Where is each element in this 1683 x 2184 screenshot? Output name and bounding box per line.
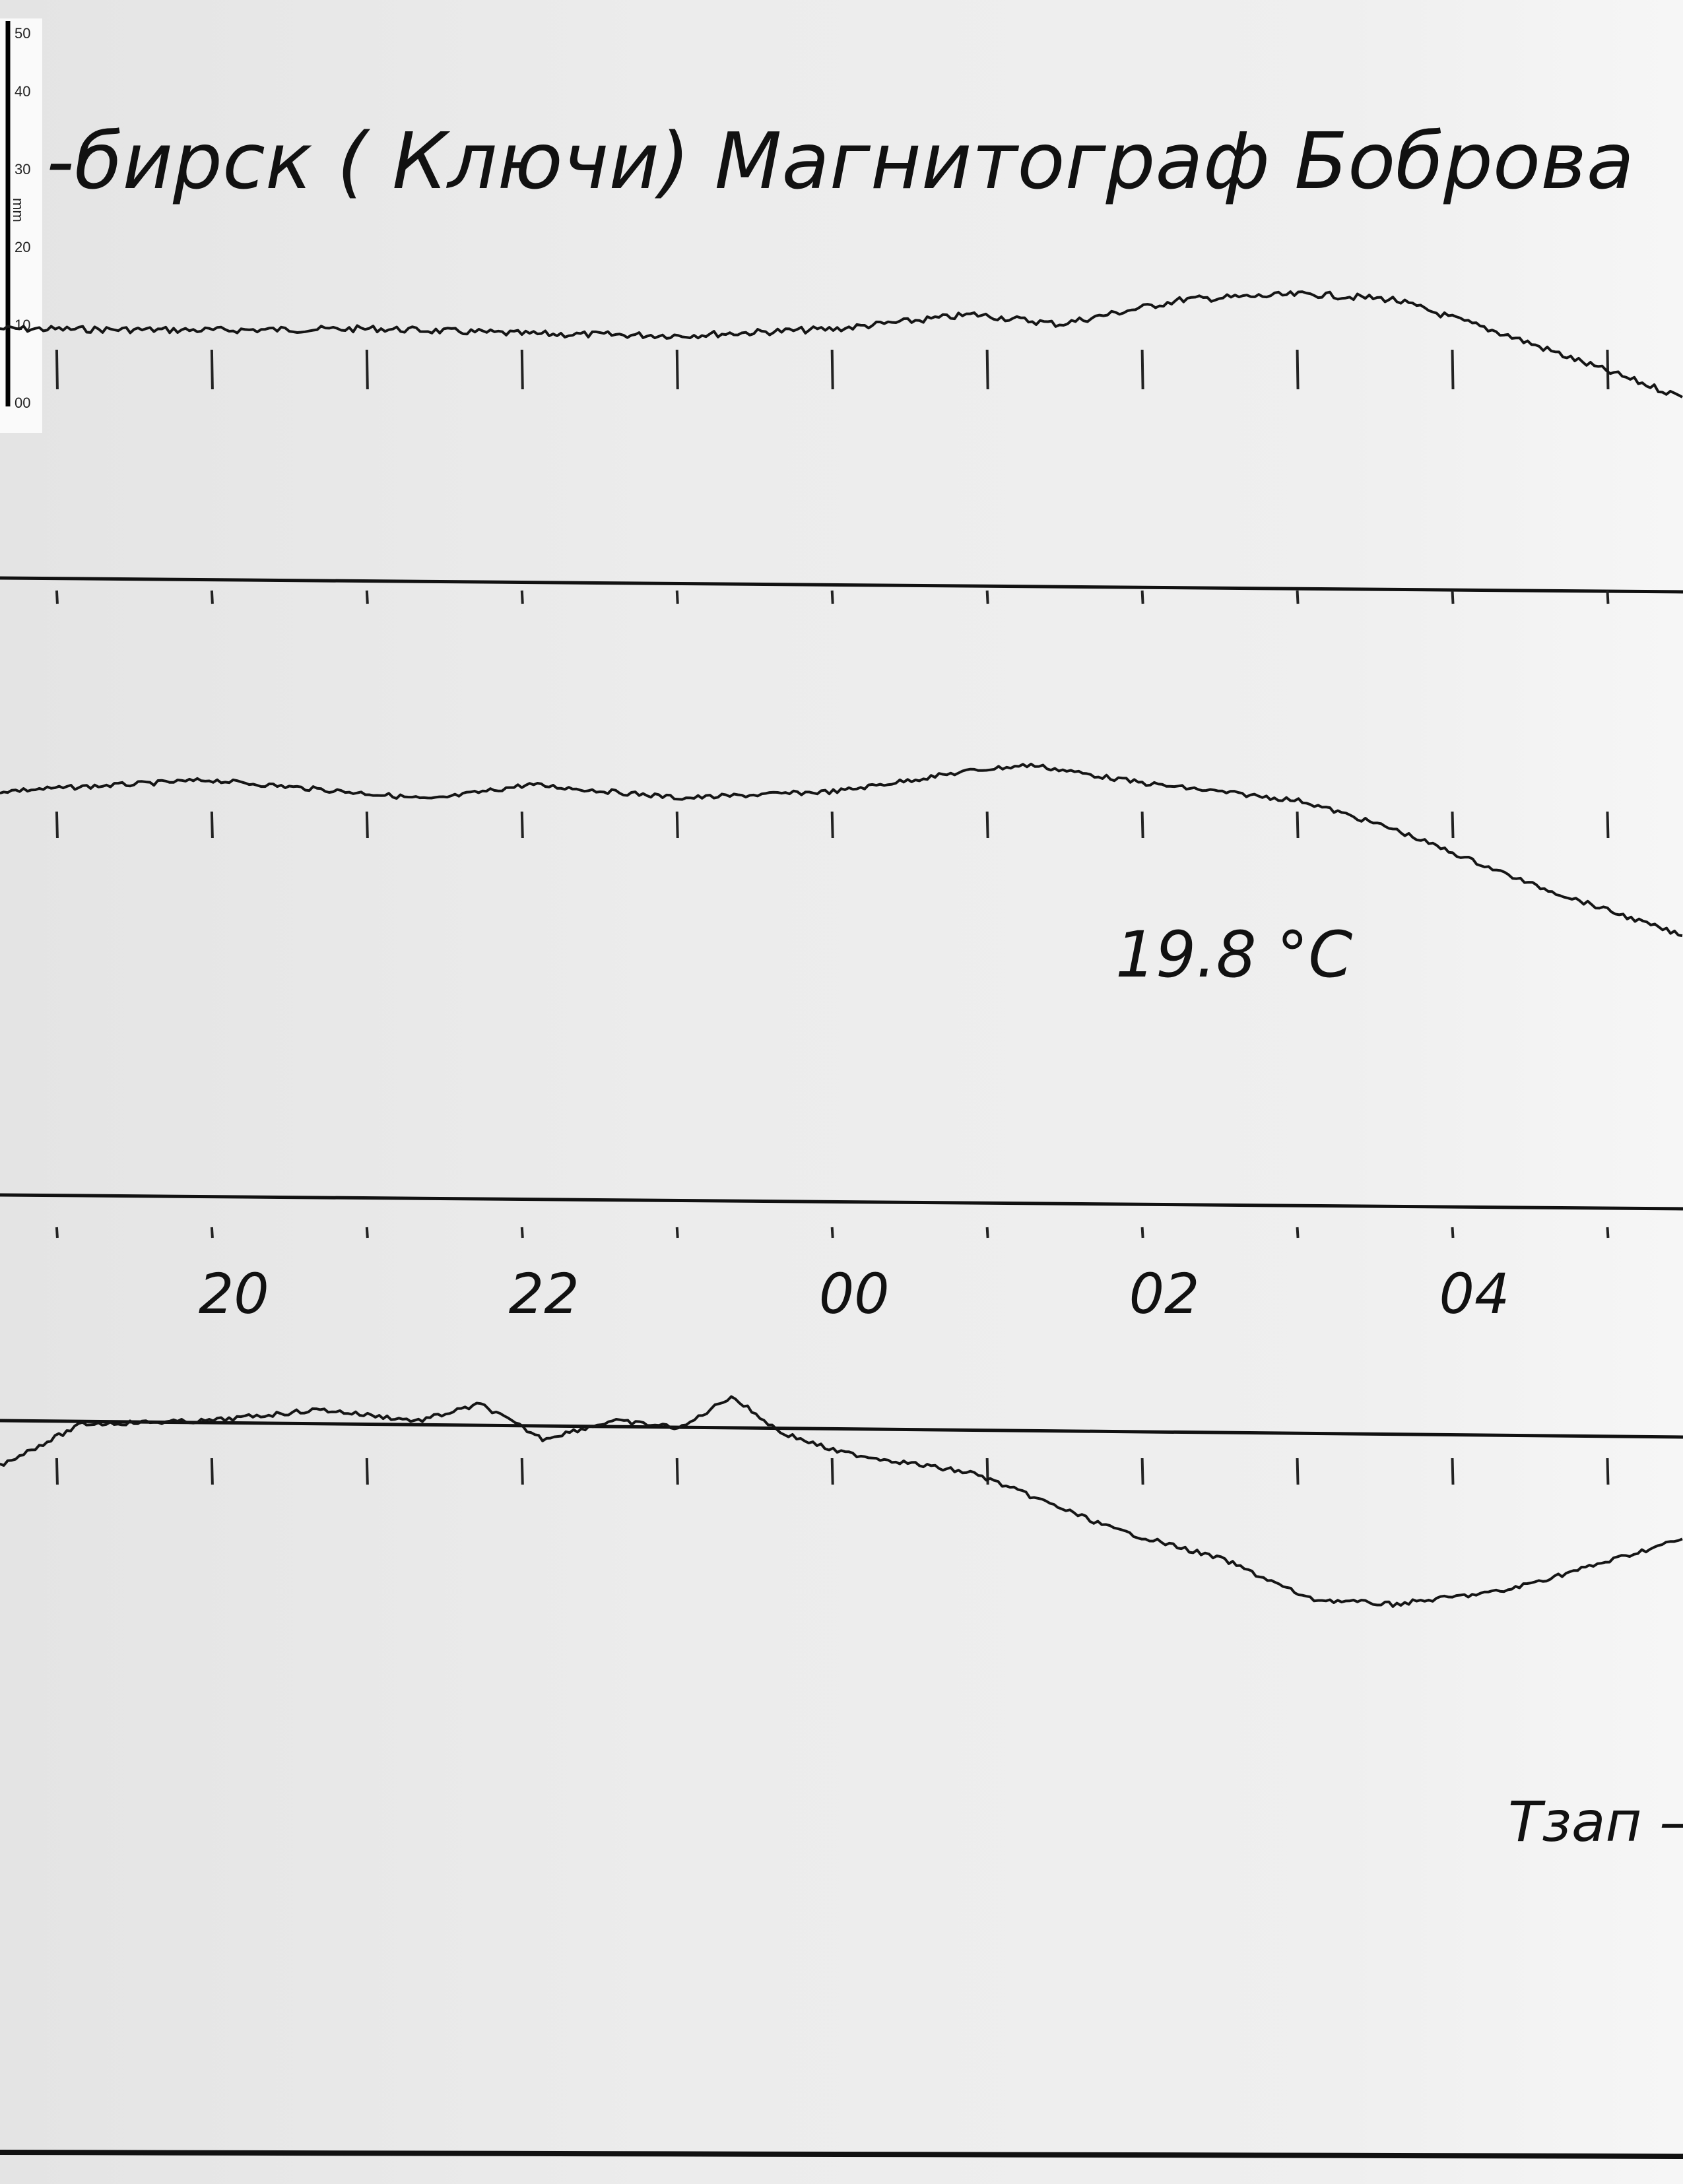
hour-mark [675, 811, 679, 839]
ruler-label-50: 50 [15, 25, 30, 42]
hour-mark [675, 349, 679, 390]
hour-mark [1606, 1227, 1610, 1238]
x-tick-label: 00 [819, 1262, 890, 1326]
hour-mark [985, 590, 989, 604]
hour-mark [985, 811, 989, 839]
hour-mark [830, 1458, 834, 1485]
mm-ruler: 50 40 30 mm 20 10 00 [0, 18, 42, 433]
hour-mark [365, 1458, 369, 1485]
record-title: -бирск ( Ключи) Магнитограф Боброва [46, 115, 1634, 207]
hour-mark [1606, 590, 1610, 604]
hour-mark [365, 811, 369, 839]
hour-mark [520, 811, 524, 839]
hour-mark [365, 1227, 369, 1238]
hour-mark [675, 1227, 679, 1238]
x-tick-label: 22 [509, 1262, 579, 1326]
hour-mark [520, 590, 524, 604]
hour-mark [210, 811, 214, 839]
ruler-label-40: 40 [15, 83, 30, 100]
hour-mark [210, 1227, 214, 1238]
hour-mark [210, 1458, 214, 1485]
hour-mark [675, 1458, 679, 1485]
baseline [0, 1193, 1683, 1211]
baseline [0, 1419, 1683, 1439]
ruler-label-30: 30 [15, 161, 30, 177]
hour-mark [210, 349, 214, 390]
hour-mark [1140, 590, 1144, 604]
x-tick-label: 04 [1439, 1262, 1510, 1326]
hour-mark [520, 1458, 524, 1485]
x-tick-label: 20 [199, 1262, 269, 1326]
trace-3 [0, 1395, 1683, 1608]
hour-mark [210, 590, 214, 604]
hour-mark [985, 349, 989, 390]
hour-mark [1140, 1458, 1144, 1485]
trace-1 [0, 290, 1683, 399]
trace-2 [0, 762, 1683, 938]
hour-mark [1606, 811, 1610, 839]
ruler-label-20: 20 [15, 239, 30, 255]
hour-mark [830, 349, 834, 390]
hour-mark [520, 1227, 524, 1238]
hour-mark [1606, 1458, 1610, 1485]
hour-mark [1140, 811, 1144, 839]
hour-mark [1606, 349, 1610, 390]
hour-mark [365, 590, 369, 604]
hour-mark [1140, 1227, 1144, 1238]
sheet-bottom-edge [0, 2150, 1683, 2159]
hour-mark [830, 811, 834, 839]
hour-mark [830, 1227, 834, 1238]
baseline [0, 576, 1683, 594]
footer-note: Tзап – [1508, 1789, 1683, 1854]
temperature-note: 19.8 °C [1115, 918, 1352, 992]
hour-mark [520, 349, 524, 390]
hour-mark [1140, 349, 1144, 390]
hour-mark [985, 1227, 989, 1238]
hour-mark [365, 349, 369, 390]
x-tick-label: 02 [1129, 1262, 1200, 1326]
ruler-unit: mm [10, 198, 26, 222]
ruler-label-00: 00 [15, 395, 30, 411]
hour-mark [830, 590, 834, 604]
hour-mark [675, 590, 679, 604]
